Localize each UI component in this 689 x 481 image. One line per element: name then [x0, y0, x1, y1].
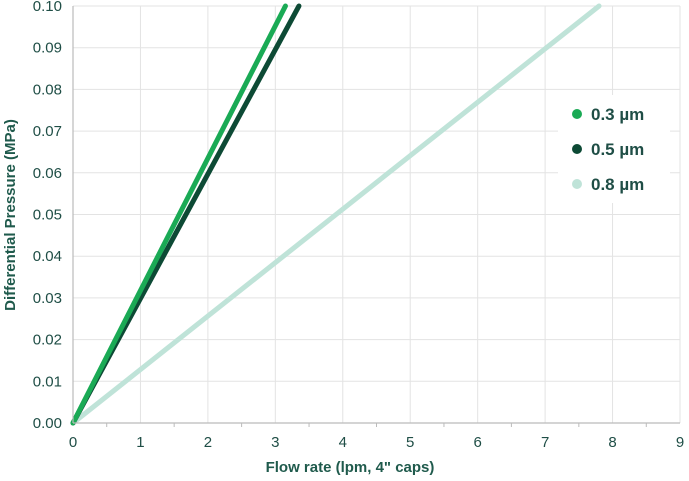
y-tick-label: 0.05 [33, 207, 62, 224]
y-tick-label: 0.00 [33, 415, 62, 432]
legend-label: 0.8 µm [591, 175, 644, 194]
legend-marker [572, 144, 582, 154]
x-tick-label: 7 [541, 434, 549, 451]
y-tick-label: 0.01 [33, 373, 62, 390]
series-lines [70, 3, 602, 426]
grid [73, 5, 681, 423]
y-tick-label: 0.06 [33, 165, 62, 182]
y-axis-title: Differential Pressure (MPa) [2, 119, 19, 311]
x-tick-label: 2 [204, 434, 212, 451]
x-tick-label: 4 [339, 434, 347, 451]
y-tick-labels: 0.00 0.01 0.02 0.03 0.04 0.05 0.06 0.07 0.08 0.09… [33, 0, 62, 432]
legend: 0.3 µm 0.5 µm 0.8 µm [558, 95, 670, 203]
x-tick-label: 6 [473, 434, 481, 451]
x-tick-label: 8 [608, 434, 616, 451]
y-tick-label: 0.07 [33, 123, 62, 140]
series-line [70, 3, 602, 426]
y-tick-label: 0.09 [33, 40, 62, 57]
legend-marker [572, 109, 582, 119]
y-tick-label: 0.10 [33, 0, 62, 15]
legend-label: 0.3 µm [591, 105, 644, 124]
y-tick-label: 0.02 [33, 332, 62, 349]
y-tick-label: 0.08 [33, 81, 62, 98]
x-tick-label: 5 [406, 434, 414, 451]
y-tick-label: 0.03 [33, 290, 62, 307]
x-axis-title: Flow rate (lpm, 4" caps) [266, 459, 435, 476]
legend-marker [572, 179, 582, 189]
x-tick-labels: 0 1 2 3 4 5 6 7 8 9 [69, 434, 684, 451]
x-tick-label: 3 [271, 434, 279, 451]
x-tick-label: 1 [136, 434, 144, 451]
x-tick-label: 9 [676, 434, 684, 451]
legend-label: 0.5 µm [591, 140, 644, 159]
axes [72, 6, 680, 427]
x-tick-label: 0 [69, 434, 77, 451]
series-line [70, 3, 288, 426]
y-tick-label: 0.04 [33, 248, 62, 265]
